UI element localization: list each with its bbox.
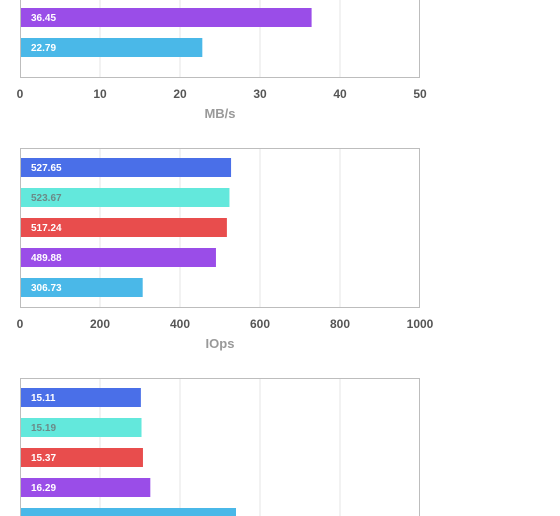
x-axis-title: IOps bbox=[206, 336, 235, 351]
x-tick-label: 20 bbox=[173, 87, 187, 101]
x-tick-label: 200 bbox=[90, 317, 110, 331]
x-tick-label: 0 bbox=[17, 317, 24, 331]
bar-teal bbox=[20, 418, 142, 437]
x-tick-label: 30 bbox=[253, 87, 267, 101]
bar-value-label: 15.37 bbox=[31, 453, 56, 464]
x-tick-label: 1000 bbox=[407, 317, 434, 331]
bar-value-label: 36.45 bbox=[31, 13, 56, 24]
chart-2: 527.65 523.67 517.24 489.88 306.73 0 200 400 600… bbox=[17, 148, 434, 351]
bar-purple bbox=[20, 8, 312, 27]
bar-value-label: 15.11 bbox=[31, 393, 56, 404]
x-tick-label: 50 bbox=[413, 87, 427, 101]
bar-blue bbox=[20, 388, 141, 407]
bar-value-label: 489.88 bbox=[31, 253, 62, 264]
bar-lightblue bbox=[20, 278, 143, 297]
chart-1: 36.45 22.79 0 10 20 30 40 50 MB/s bbox=[17, 0, 427, 121]
bar-teal bbox=[20, 188, 230, 207]
bar-value-label: 22.79 bbox=[31, 43, 56, 54]
plot-frame bbox=[20, 378, 420, 516]
x-tick-label: 10 bbox=[93, 87, 107, 101]
plot-frame bbox=[20, 0, 420, 78]
bar-value-label: 15.19 bbox=[31, 423, 56, 434]
plot-frame bbox=[20, 148, 420, 308]
x-tick-label: 400 bbox=[170, 317, 190, 331]
bar-value-label: 517.24 bbox=[31, 223, 62, 234]
bar-value-label: 523.67 bbox=[31, 193, 62, 204]
bar-purple bbox=[20, 478, 151, 497]
x-tick-label: 800 bbox=[330, 317, 350, 331]
bar-value-label: 306.73 bbox=[31, 283, 62, 294]
x-tick-label: 40 bbox=[333, 87, 347, 101]
bar-value-label: 16.29 bbox=[31, 483, 56, 494]
bar-red bbox=[20, 448, 143, 467]
chart-3: 15.11 15.19 15.37 16.29 bbox=[20, 378, 420, 516]
x-axis-title: MB/s bbox=[204, 106, 235, 121]
x-tick-label: 0 bbox=[17, 87, 24, 101]
bar-blue bbox=[20, 158, 232, 177]
bar-value-label: 527.65 bbox=[31, 163, 62, 174]
bar-lightblue bbox=[20, 508, 236, 516]
x-tick-label: 600 bbox=[250, 317, 270, 331]
bar-lightblue bbox=[20, 38, 203, 57]
bar-purple bbox=[20, 248, 216, 267]
bar-red bbox=[20, 218, 227, 237]
